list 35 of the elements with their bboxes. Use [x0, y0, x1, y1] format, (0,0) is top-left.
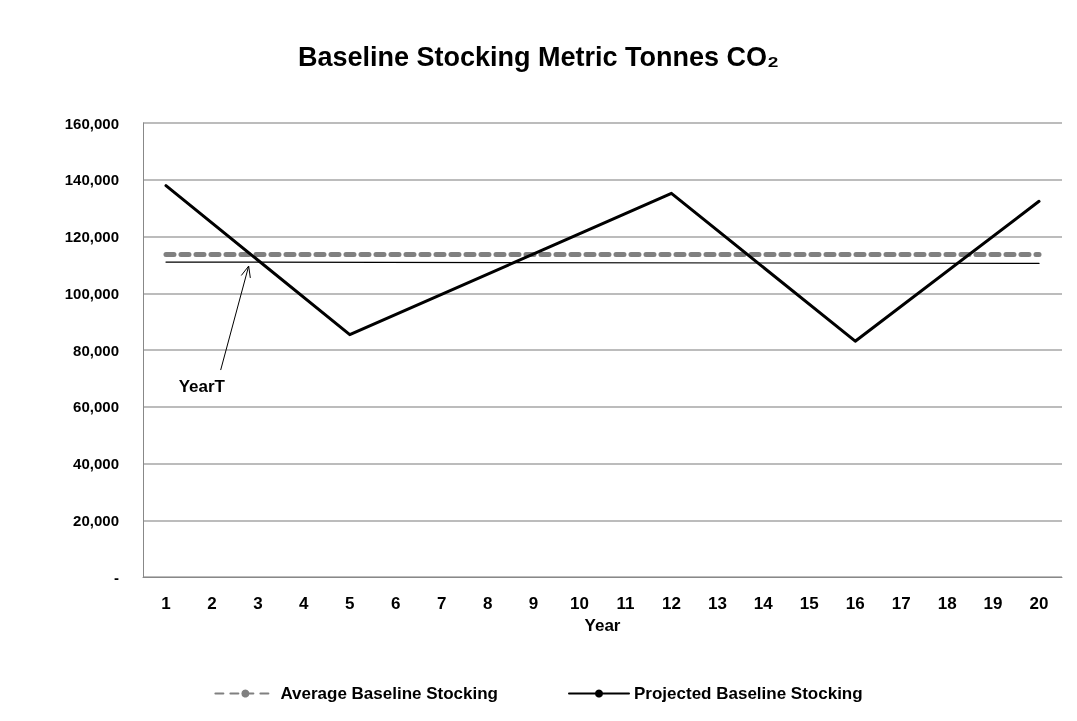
chart-title: Baseline Stocking Metric Tonnes CO₂ — [297, 41, 780, 72]
x-tick-label: 14 — [753, 594, 774, 613]
legend-label: Average Baseline Stocking — [280, 684, 498, 703]
x-tick-label: 13 — [707, 594, 727, 613]
x-tick-label: 7 — [436, 594, 447, 613]
x-tick-label: 15 — [799, 594, 819, 613]
x-tick-label: 20 — [1029, 594, 1049, 613]
y-tick-label: - — [114, 568, 119, 586]
y-tick-label: 140,000 — [64, 171, 119, 189]
y-tick-label: 160,000 — [64, 114, 119, 132]
x-tick-label: 12 — [661, 594, 681, 613]
y-tick-label: 60,000 — [73, 398, 119, 416]
y-tick-label: 80,000 — [73, 341, 119, 359]
legend-label: Projected Baseline Stocking — [634, 684, 863, 703]
x-tick-label: 17 — [891, 594, 911, 613]
x-tick-label: 11 — [616, 594, 635, 613]
x-tick-label: 9 — [528, 594, 539, 613]
y-tick-label: 40,000 — [73, 455, 119, 472]
annotation: YearT — [178, 377, 226, 397]
x-tick-label: 2 — [207, 594, 217, 613]
x-tick-label: 8 — [482, 594, 493, 613]
y-tick-label: 120,000 — [64, 228, 119, 245]
x-tick-label: 18 — [937, 594, 957, 613]
x-tick-label: 3 — [253, 594, 263, 613]
x-tick-label: 19 — [983, 594, 1003, 613]
x-tick-label: 6 — [390, 594, 401, 613]
y-tick-label: 20,000 — [73, 511, 119, 529]
x-tick-label: 5 — [345, 594, 355, 613]
x-tick-label: 16 — [845, 594, 865, 613]
line-series — [164, 184, 1041, 343]
x-tick-label: 4 — [299, 594, 310, 613]
x-axis-title: Year — [584, 615, 621, 635]
y-tick-label: 100,000 — [64, 284, 119, 302]
x-tick-label: 1 — [161, 594, 171, 613]
x-tick-label: 10 — [570, 594, 589, 613]
